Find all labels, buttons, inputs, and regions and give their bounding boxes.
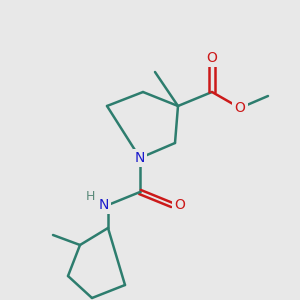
Text: O: O [207, 51, 218, 65]
Text: N: N [99, 198, 109, 212]
Text: N: N [135, 151, 145, 165]
Text: O: O [175, 198, 185, 212]
Text: H: H [85, 190, 95, 203]
Text: O: O [235, 101, 245, 115]
